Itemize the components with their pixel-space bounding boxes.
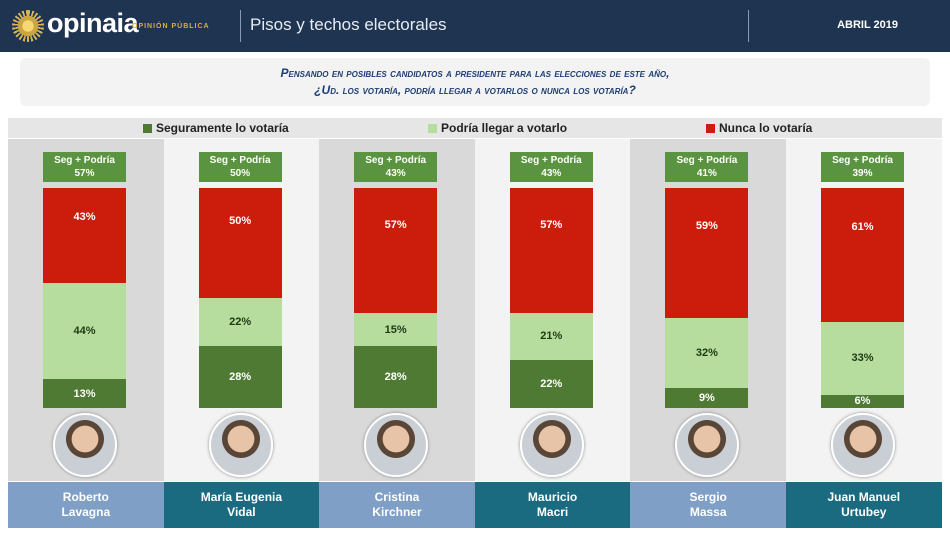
legend-label: Podría llegar a votarlo bbox=[441, 121, 568, 135]
total-value: 43% bbox=[541, 168, 562, 179]
name-line: Massa bbox=[689, 505, 727, 519]
name-line: Mauricio bbox=[527, 490, 578, 504]
candidate-photo bbox=[519, 413, 584, 477]
total-value: 50% bbox=[230, 168, 251, 179]
bar-segment-seguramente: 9% bbox=[665, 388, 749, 408]
name-line: Juan Manuel bbox=[827, 490, 901, 504]
candidate-column: Seg + Podría 43% 28% 15% 57% bbox=[319, 139, 475, 481]
candidate-column: Seg + Podría 41% 9% 32% 59% bbox=[630, 139, 786, 481]
total-caption: Seg + Podría bbox=[676, 155, 738, 166]
legend-swatch bbox=[706, 123, 715, 133]
divider bbox=[240, 10, 241, 42]
candidate-name: Mauricio Macri bbox=[474, 482, 631, 528]
question-line-1: Pensando en posibles candidatos a presid… bbox=[280, 66, 670, 80]
candidate-column: Seg + Podría 57% 13% 44% 43% bbox=[8, 139, 164, 481]
bar-segment-seguramente: 22% bbox=[509, 359, 593, 408]
opinaia-logo-icon bbox=[12, 10, 44, 42]
candidate-photo bbox=[208, 413, 273, 477]
bar-segment-seguramente: 6% bbox=[821, 394, 904, 408]
candidate-column: Seg + Podría 50% 28% 22% 50% bbox=[163, 139, 320, 481]
candidate-photo bbox=[675, 413, 740, 477]
page-title: Pisos y techos electorales bbox=[250, 15, 447, 34]
bar-segment-podria: 33% bbox=[821, 322, 904, 395]
date-label: ABRIL 2019 bbox=[837, 19, 898, 31]
name-line: Urtubey bbox=[841, 505, 887, 519]
brand-name: opinaia bbox=[47, 8, 139, 38]
total-value: 39% bbox=[852, 168, 873, 179]
bar-segment-podria: 32% bbox=[665, 317, 749, 389]
bar-segment-nunca: 57% bbox=[354, 188, 438, 314]
total-label: Seg + Podría 39% bbox=[821, 152, 904, 182]
bar-segment-podria: 21% bbox=[509, 313, 593, 360]
candidate-name: Roberto Lavagna bbox=[8, 482, 164, 528]
survey-question: Pensando en posibles candidatos a presid… bbox=[20, 58, 930, 106]
bar-segment-nunca: 43% bbox=[43, 188, 126, 283]
name-line: Lavagna bbox=[61, 505, 111, 519]
name-line: María Eugenia bbox=[200, 490, 283, 504]
candidate-column: Seg + Podría 39% 6% 33% 61% bbox=[786, 139, 942, 481]
total-caption: Seg + Podría bbox=[209, 155, 271, 166]
total-label: Seg + Podría 43% bbox=[354, 152, 438, 182]
bar-segment-seguramente: 28% bbox=[354, 346, 438, 408]
header: opinaia OPINIÓN PÚBLICA Pisos y techos e… bbox=[0, 0, 950, 52]
bar-segment-nunca: 61% bbox=[821, 188, 904, 323]
legend-swatch bbox=[428, 123, 437, 133]
total-caption: Seg + Podría bbox=[365, 155, 427, 166]
bar-segment-nunca: 57% bbox=[509, 188, 593, 314]
legend-label: Nunca lo votaría bbox=[719, 121, 813, 135]
bar-segment-seguramente: 13% bbox=[43, 379, 126, 408]
legend: Seguramente lo votaría Podría llegar a v… bbox=[8, 118, 942, 138]
total-caption: Seg + Podría bbox=[520, 155, 582, 166]
total-value: 41% bbox=[696, 168, 717, 179]
total-label: Seg + Podría 50% bbox=[198, 152, 282, 182]
bar-segment-podria: 22% bbox=[198, 298, 282, 347]
name-line: Vidal bbox=[227, 505, 256, 519]
bar-segment-seguramente: 28% bbox=[198, 346, 282, 408]
total-caption: Seg + Podría bbox=[832, 155, 893, 166]
total-label: Seg + Podría 41% bbox=[665, 152, 749, 182]
bar-segment-podria: 44% bbox=[43, 282, 126, 380]
name-line: Roberto bbox=[62, 490, 109, 504]
legend-label: Seguramente lo votaría bbox=[156, 121, 289, 135]
total-value: 43% bbox=[385, 168, 406, 179]
name-line: Sergio bbox=[689, 490, 727, 504]
bar-segment-nunca: 59% bbox=[665, 188, 749, 318]
candidate-name: Sergio Massa bbox=[630, 482, 786, 528]
name-line: Kirchner bbox=[372, 505, 422, 519]
candidate-name: Juan Manuel Urtubey bbox=[786, 482, 942, 528]
legend-item-podria: Podría llegar a votarlo bbox=[428, 121, 567, 135]
candidate-name: María Eugenia Vidal bbox=[163, 482, 320, 528]
candidate-name: Cristina Kirchner bbox=[319, 482, 475, 528]
total-value: 57% bbox=[74, 168, 95, 179]
candidate-column: Seg + Podría 43% 22% 21% 57% bbox=[474, 139, 631, 481]
total-label: Seg + Podría 43% bbox=[509, 152, 593, 182]
brand-subtitle: OPINIÓN PÚBLICA bbox=[132, 23, 210, 30]
total-label: Seg + Podría 57% bbox=[43, 152, 126, 182]
legend-swatch bbox=[143, 123, 152, 133]
candidate-photo bbox=[53, 413, 117, 477]
candidate-photo bbox=[364, 413, 429, 477]
candidate-photo bbox=[831, 413, 895, 477]
legend-item-seguramente: Seguramente lo votaría bbox=[143, 121, 289, 135]
bar-segment-nunca: 50% bbox=[198, 188, 282, 298]
total-caption: Seg + Podría bbox=[54, 155, 115, 166]
legend-item-nunca: Nunca lo votaría bbox=[706, 121, 812, 135]
name-line: Macri bbox=[536, 505, 569, 519]
bar-segment-podria: 15% bbox=[354, 313, 438, 347]
name-line: Cristina bbox=[374, 490, 420, 504]
divider bbox=[748, 10, 749, 42]
question-line-2: ¿Ud. los votaría, podría llegar a votarl… bbox=[314, 83, 636, 97]
